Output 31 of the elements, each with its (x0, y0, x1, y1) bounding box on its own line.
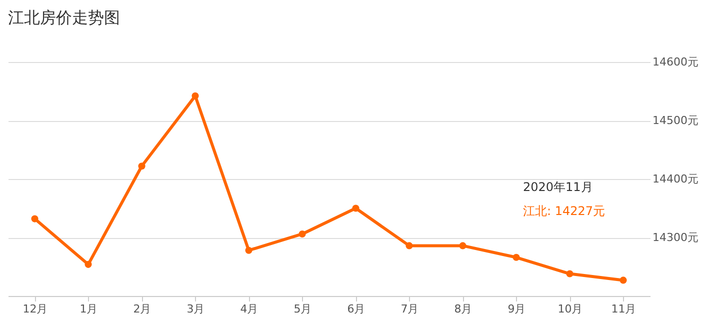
x-tick-label: 5月 (294, 302, 312, 316)
x-tick-label: 9月 (508, 302, 526, 316)
y-tick-label: 14400元 (652, 172, 698, 186)
x-tick-label: 4月 (240, 302, 258, 316)
x-tick-label: 6月 (347, 302, 366, 316)
chart-title: 江北房价走势图 (8, 8, 120, 27)
point (298, 230, 306, 238)
point (31, 215, 38, 222)
point (620, 276, 627, 284)
point (566, 270, 574, 278)
x-tick-label: 11月 (611, 302, 636, 316)
point (84, 260, 92, 268)
x-tick-label: 7月 (400, 302, 419, 316)
x-tick-label: 1月 (80, 302, 98, 316)
y-tick-label: 14500元 (652, 114, 698, 127)
x-tick-label: 2月 (133, 302, 152, 316)
x-tick-label: 3月 (186, 302, 205, 316)
annotation: 江北: 14227元 (523, 204, 606, 218)
y-tick-label: 14300元 (652, 231, 698, 244)
point (459, 242, 466, 250)
x-tick-label: 8月 (454, 302, 472, 316)
point (192, 92, 199, 100)
point (245, 246, 252, 254)
annotation: 2020年11月 (523, 180, 593, 194)
x-tick-label: 10月 (558, 302, 583, 316)
x-tick-label: 12月 (22, 302, 48, 316)
y-tick-label: 14600元 (652, 56, 698, 68)
point (138, 162, 146, 170)
point (406, 242, 413, 250)
point (352, 204, 360, 212)
point (512, 254, 520, 261)
